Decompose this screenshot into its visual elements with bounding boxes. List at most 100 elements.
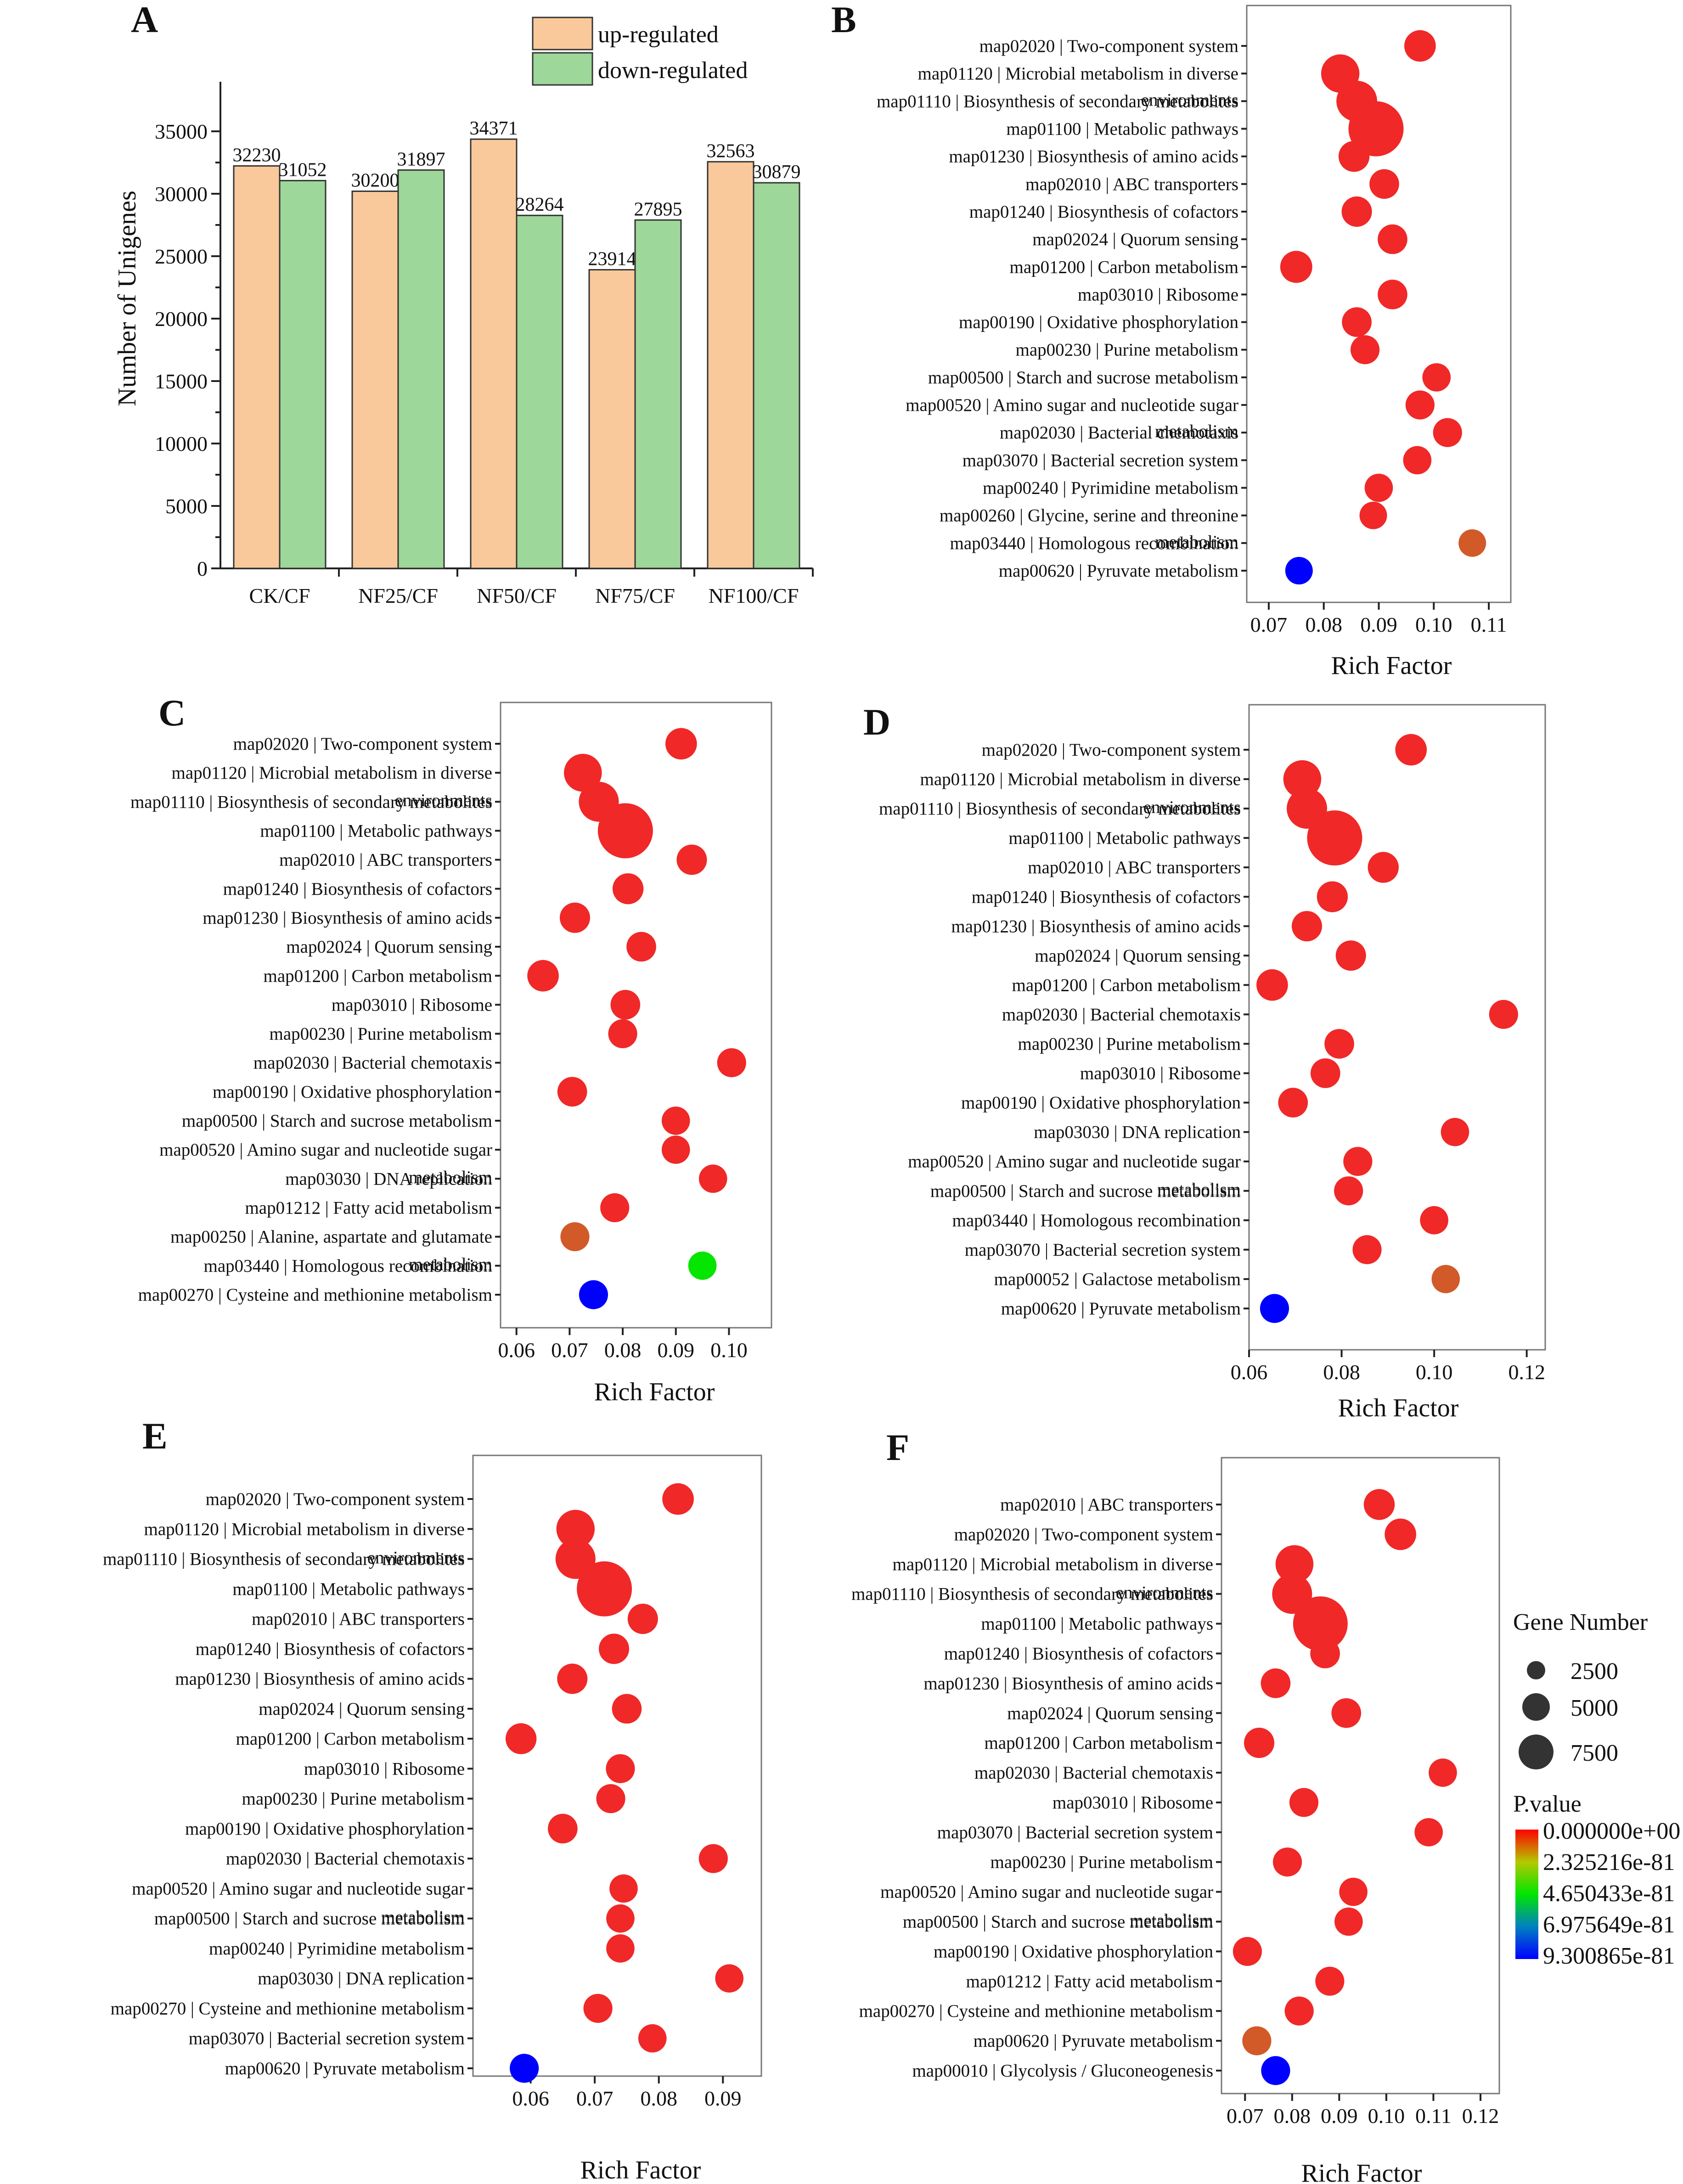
term-label: map01110 | Biosynthesis of secondary met…: [877, 91, 1238, 111]
bubble-point: [1414, 1818, 1443, 1847]
bubble-layer: 0.07 0.08 0.09 0.10 0.11 0.12 map02010 | ABC t…: [851, 1489, 1499, 2128]
term-label: map00230 | Purine metabolism: [1015, 340, 1238, 360]
term-label: map03440 | Homologous recombination: [952, 1211, 1241, 1230]
bubble-point: [1368, 852, 1399, 883]
term-label: map01230 | Biosynthesis of amino acids: [175, 1669, 465, 1689]
x-axis-title: Rich Factor: [1301, 2159, 1422, 2184]
term-label: map01230 | Biosynthesis of amino acids: [949, 147, 1238, 167]
x-tick-label: 0.08: [1323, 1360, 1360, 1384]
bubble-point: [1339, 1877, 1368, 1906]
term-label: map00500 | Starch and sucrose metabolism: [154, 1909, 465, 1929]
term-label: map02030 | Bacterial chemotaxis: [1002, 1005, 1241, 1024]
term-label: map02010 | ABC transporters: [279, 850, 492, 870]
term-label: map01240 | Biosynthesis of cofactors: [969, 202, 1238, 222]
panel-b-bubble-chart: B Rich Factor 0.07 0.08 0.09 0.10 0.11 map020…: [831, 0, 1512, 680]
term-label: map01200 | Carbon metabolism: [1010, 257, 1239, 277]
term-label: map00190 | Oxidative phosphorylation: [213, 1082, 492, 1102]
term-label-wrap: metabolism: [409, 1255, 492, 1274]
term-label: map00250 | Alanine, aspartate and glutam…: [170, 1227, 492, 1247]
term-label: map02020 | Two-component system: [206, 1489, 465, 1509]
term-label: map01240 | Biosynthesis of cofactors: [196, 1639, 465, 1659]
gene-size-2500-dot: [1527, 1661, 1545, 1679]
term-label: map00190 | Oxidative phosphorylation: [934, 1942, 1213, 1961]
term-label: map03010 | Ribosome: [1080, 1064, 1241, 1084]
term-label: map01230 | Biosynthesis of amino acids: [923, 1673, 1213, 1693]
term-label: map00520 | Amino sugar and nucleotide su…: [132, 1879, 465, 1898]
panel-letter: E: [142, 1415, 168, 1457]
bubble-point: [1307, 810, 1362, 866]
bubble-point: [1334, 1907, 1363, 1936]
bubble-point: [606, 1754, 635, 1783]
term-label: map00190 | Oxidative phosphorylation: [961, 1093, 1241, 1113]
y-tick-label: 25000: [155, 245, 208, 268]
term-label: map02030 | Bacterial chemotaxis: [226, 1849, 465, 1869]
term-label: map00260 | Glycine, serine and threonine: [940, 506, 1238, 526]
x-tick-label: NF25/CF: [358, 584, 438, 607]
bubble-point: [1335, 940, 1366, 971]
x-tick-label: 0.10: [1415, 613, 1452, 636]
bubble-point: [1348, 101, 1404, 157]
bubble-point: [612, 873, 644, 904]
panel-d-bubble-chart: D Rich Factor 0.06 0.08 0.10 0.12 map02020 |…: [863, 701, 1546, 1422]
gene-size-2500-label: 2500: [1570, 1658, 1618, 1684]
x-tick-label: 0.10: [710, 1338, 748, 1362]
y-tick-label: 10000: [155, 432, 208, 455]
legend-swatch-up: [532, 17, 593, 51]
x-tick-label: 0.09: [704, 2087, 742, 2110]
term-label: map03030 | DNA replication: [258, 1969, 465, 1988]
x-axis-title: Rich Factor: [594, 1378, 715, 1406]
term-label: map00620 | Pyruvate metabolism: [1001, 1299, 1241, 1319]
bubble-point: [606, 1934, 635, 1963]
bubble-point: [1431, 1265, 1460, 1293]
bubble-point: [1343, 1147, 1373, 1176]
legend-swatch-down: [532, 52, 593, 86]
panel-letter: D: [863, 701, 890, 743]
term-label-wrap: environments: [395, 791, 492, 810]
bar: [634, 219, 682, 569]
panel-letter: A: [131, 0, 158, 40]
term-label: map00500 | Starch and sucrose metabolism: [928, 368, 1238, 387]
y-tick-label: 15000: [155, 370, 208, 393]
term-label: map00520 | Amino sugar and nucleotide su…: [908, 1152, 1241, 1172]
term-label: map00270 | Cysteine and methionine metab…: [138, 1285, 492, 1305]
y-tick-label: 5000: [165, 494, 208, 518]
x-tick-label: 0.09: [1321, 2104, 1358, 2128]
panel-e-bubble-chart: E Rich Factor 0.06 0.07 0.08 0.09 map02020 |…: [103, 1415, 762, 2184]
term-label: map02030 | Bacterial chemotaxis: [253, 1053, 492, 1073]
bubble-point: [1244, 1728, 1275, 1758]
bubble-point: [1405, 390, 1435, 420]
bubble-point: [1317, 881, 1348, 912]
term-label: map01212 | Fatty acid metabolism: [245, 1198, 492, 1218]
term-label: map00270 | Cysteine and methionine metab…: [859, 2001, 1213, 2021]
term-label: map02010 | ABC transporters: [252, 1609, 465, 1629]
pvalue-label-2: 4.650433e-81: [1543, 1881, 1675, 1907]
bubble-point: [627, 1604, 658, 1634]
term-label-wrap: metabolism: [1157, 1180, 1241, 1200]
bubble-point: [527, 960, 559, 992]
bubble-point: [1441, 1117, 1469, 1146]
bubble-point: [1395, 734, 1427, 766]
term-label: map01200 | Carbon metabolism: [1012, 975, 1241, 995]
term-label: map01200 | Carbon metabolism: [236, 1729, 465, 1749]
bar-value-label: 28264: [516, 194, 564, 215]
x-tick-label: 0.08: [1305, 613, 1342, 636]
panel-f-bubble-chart: F Rich Factor 0.07 0.08 0.09 0.10 0.11 0.12 ma…: [851, 1426, 1500, 2184]
bar-plot-area: 0 5000 10000 15000 20000 25000 30000 35000 CK/CF…: [155, 82, 814, 607]
bubble-point: [1422, 363, 1451, 392]
x-tick-label: 0.12: [1508, 1360, 1545, 1384]
plot-frame: [472, 1454, 762, 2077]
term-label: map02024 | Quorum sensing: [259, 1699, 465, 1719]
bubble-point: [1284, 1996, 1314, 2026]
x-tick-label: CK/CF: [249, 584, 310, 607]
term-label: map00240 | Pyrimidine metabolism: [983, 478, 1238, 498]
term-label: map01110 | Biosynthesis of secondary met…: [851, 1584, 1213, 1604]
y-tick-label: 0: [197, 557, 208, 580]
term-label: map01212 | Fatty acid metabolism: [966, 1971, 1213, 1991]
bubble-point: [599, 1634, 630, 1664]
term-label: map01110 | Biosynthesis of secondary met…: [879, 799, 1241, 819]
bubble-point: [1315, 1966, 1345, 1996]
bubble-point: [1310, 1058, 1340, 1088]
bubble-point: [1261, 2056, 1290, 2085]
bubble-legend: Gene Number 2500 5000 7500 P.value 0.000…: [1513, 1609, 1680, 1969]
